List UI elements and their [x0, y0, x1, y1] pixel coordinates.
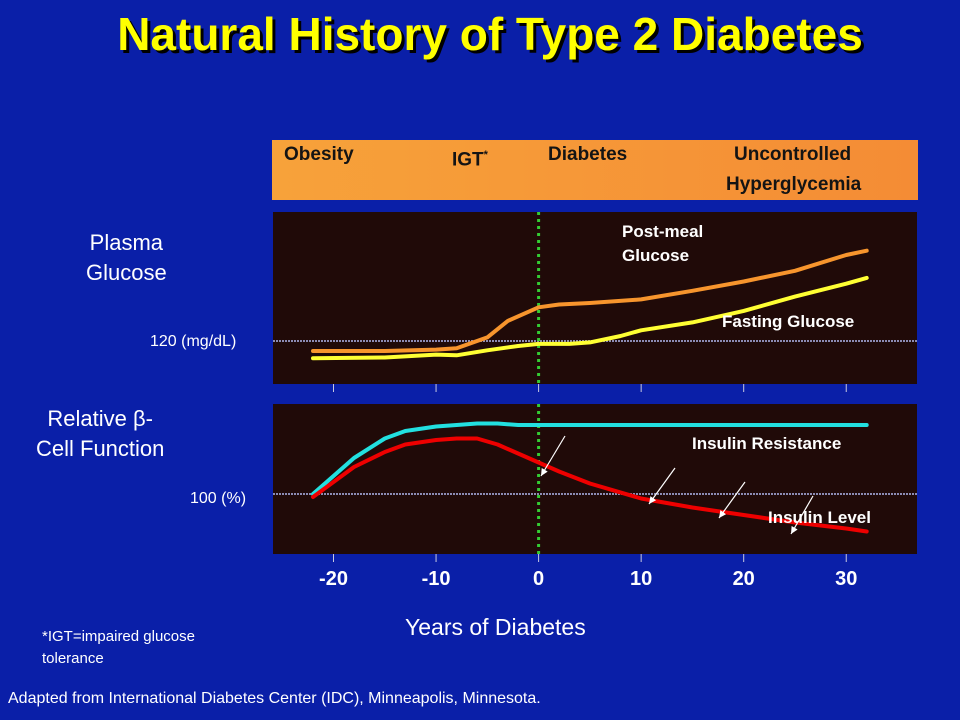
stage-igt: IGT* — [452, 142, 488, 173]
fasting-glucose-label: Fasting Glucose — [722, 312, 855, 331]
top-ylabel-line1: Plasma — [89, 230, 164, 255]
footnote-line1: *IGT=impaired glucose — [42, 628, 195, 645]
pointer-arrow-2 — [648, 467, 676, 505]
pointer-arrow-4 — [790, 495, 814, 535]
x-tick-label: 30 — [835, 568, 858, 590]
bottom-ylabel: Relative β- Cell Function — [36, 404, 164, 464]
insulin-resistance-label: Insulin Resistance — [692, 434, 842, 453]
pointer-arrowhead-2 — [649, 496, 657, 504]
bottom-plot — [273, 404, 917, 554]
top-ylabel-line2: Glucose — [86, 260, 167, 285]
top-plot — [273, 212, 917, 384]
series-line-post-meal — [311, 248, 869, 353]
footnote-line2: tolerance — [42, 650, 104, 667]
source-citation: Adapted from International Diabetes Cent… — [8, 690, 541, 707]
bottom-plot-panel — [273, 404, 917, 554]
series-line-insulin-resistance — [311, 421, 869, 496]
stage-hyperglycemia: Hyperglycemia — [726, 174, 862, 195]
stage-bar: Obesity IGT* Diabetes Uncontrolled Hyper… — [272, 140, 918, 200]
post-meal-label-line2: Glucose — [622, 246, 690, 265]
x-tick-label: 10 — [630, 568, 653, 590]
stage-diabetes: Diabetes — [548, 144, 628, 165]
bottom-ylabel-line2: Cell Function — [36, 436, 165, 461]
stage-obesity: Obesity — [284, 144, 354, 165]
bottom-ref-label: 100 (%) — [190, 490, 247, 507]
x-tick-label: 20 — [732, 568, 755, 590]
top-plot-panel — [273, 212, 917, 384]
pointer-arrowhead-3 — [719, 510, 727, 518]
post-meal-label-line1: Post-meal — [622, 222, 704, 241]
pointer-arrowhead-1 — [541, 468, 548, 476]
stage-uncontrolled: Uncontrolled — [734, 144, 852, 165]
post-meal-label: Post-meal Glucose — [622, 220, 703, 268]
stage-igt-mark: * — [483, 149, 488, 161]
pointer-arrowhead-4 — [791, 526, 798, 534]
insulin-level-label: Insulin Level — [768, 508, 871, 527]
x-tick-label: 0 — [533, 568, 545, 590]
top-ref-label: 120 (mg/dL) — [150, 333, 237, 350]
pointer-arrow-1 — [540, 435, 566, 477]
bottom-ylabel-line1: Relative β- — [47, 406, 153, 431]
top-ylabel: Plasma Glucose — [86, 228, 167, 288]
pointer-arrow-3 — [718, 481, 746, 519]
footnote: *IGT=impaired glucose tolerance — [42, 626, 195, 670]
stage-igt-label: IGT — [452, 149, 484, 171]
series-line-insulin-level — [311, 436, 869, 534]
x-tick-label: -10 — [421, 568, 451, 590]
x-axis-label: Years of Diabetes — [405, 614, 586, 640]
series-line-fasting — [311, 275, 869, 361]
x-tick-label: -20 — [319, 568, 348, 590]
page-title: Natural History of Type 2 Diabetes — [117, 8, 863, 60]
